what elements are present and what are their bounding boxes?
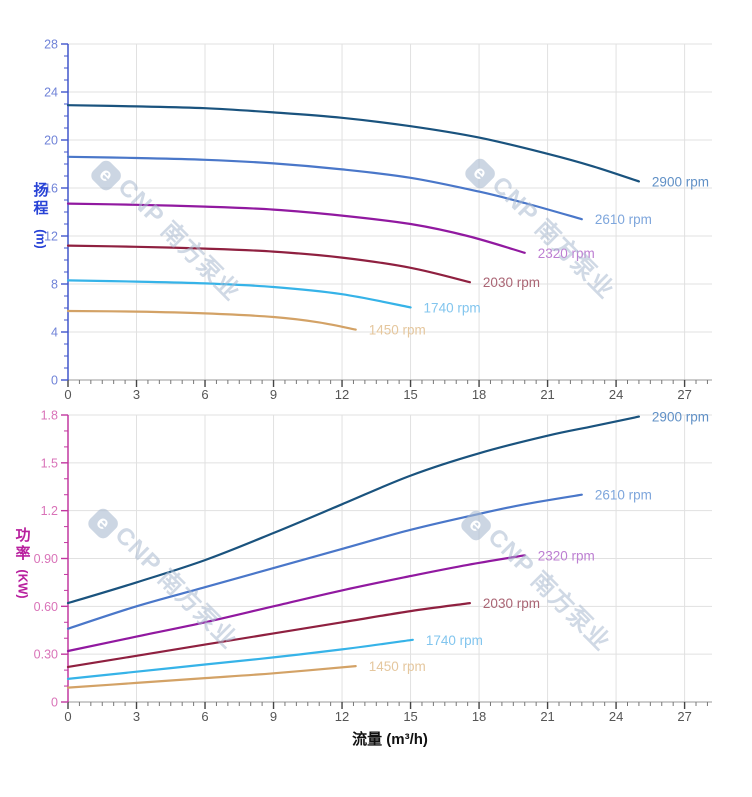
x-tick-label: 15 [403, 387, 417, 402]
x-tick-label: 12 [335, 709, 349, 724]
x-tick-label: 9 [270, 387, 277, 402]
x-tick-label: 9 [270, 709, 277, 724]
curve-label-2900-rpm: 2900 rpm [652, 410, 709, 425]
curve-label-2610-rpm: 2610 rpm [595, 488, 652, 503]
y-tick-label: 0.60 [34, 600, 58, 614]
x-tick-label: 27 [677, 709, 691, 724]
head-y-axis-title: 扬 程 (m) [24, 182, 58, 249]
y-tick-label: 24 [44, 86, 58, 100]
curve-2900-rpm [66, 104, 640, 183]
x-tick-label: 0 [64, 387, 71, 402]
y-tick-label: 28 [44, 38, 58, 52]
power-axis-label-char: 率 [15, 545, 31, 562]
y-tick-label: 0 [51, 696, 58, 710]
x-tick-label: 24 [609, 387, 623, 402]
curve-2030-rpm [66, 244, 471, 284]
x-tick-label: 3 [133, 387, 140, 402]
x-tick-label: 12 [335, 387, 349, 402]
y-tick-label: 4 [51, 326, 58, 340]
power-axis-unit: (KW) [16, 569, 30, 599]
x-tick-label: 27 [677, 387, 691, 402]
curve-1740-rpm [66, 279, 412, 309]
curve-2030-rpm [66, 602, 471, 668]
curve-label-1450-rpm: 1450 rpm [369, 659, 426, 674]
curve-label-2030-rpm: 2030 rpm [483, 596, 540, 611]
curve-1450-rpm [66, 665, 357, 689]
x-axis-title: 流量 (m³/h) [352, 731, 428, 748]
y-tick-label: 0 [51, 374, 58, 388]
x-tick-label: 24 [609, 709, 623, 724]
power-axis-label-char: 功 [15, 527, 31, 544]
curve-label-2320-rpm: 2320 rpm [538, 246, 595, 261]
curve-label-2030-rpm: 2030 rpm [483, 275, 540, 290]
curve-label-2320-rpm: 2320 rpm [538, 548, 595, 563]
y-tick-label: 12 [44, 230, 58, 244]
power-y-axis-title: 功 率 (KW) [6, 527, 40, 599]
y-tick-label: 0.90 [34, 552, 58, 566]
x-tick-label: 3 [133, 709, 140, 724]
x-tick-label: 15 [403, 709, 417, 724]
curve-label-1740-rpm: 1740 rpm [424, 300, 481, 315]
x-tick-label: 6 [201, 709, 208, 724]
x-tick-label: 6 [201, 387, 208, 402]
y-tick-label: 1.8 [41, 409, 58, 423]
curve-label-1450-rpm: 1450 rpm [369, 323, 426, 338]
y-tick-label: 20 [44, 134, 58, 148]
x-tick-label: 18 [472, 709, 486, 724]
x-tick-label: 21 [540, 709, 554, 724]
y-tick-label: 8 [51, 278, 58, 292]
curve-2320-rpm [66, 202, 526, 254]
y-tick-label: 0.30 [34, 648, 58, 662]
curve-1450-rpm [66, 309, 357, 331]
head-axis-unit: (m) [33, 229, 48, 249]
curve-2610-rpm [66, 155, 583, 221]
curve-2900-rpm [66, 415, 640, 605]
head-axis-label-char: 程 [33, 200, 49, 217]
y-tick-label: 1.2 [41, 504, 58, 518]
head-axis-label-char: 扬 [33, 182, 49, 199]
curve-2320-rpm [66, 554, 526, 653]
curve-2610-rpm [66, 493, 583, 630]
x-tick-label: 21 [540, 387, 554, 402]
x-tick-label: 0 [64, 709, 71, 724]
curve-label-1740-rpm: 1740 rpm [426, 633, 483, 648]
curve-label-2610-rpm: 2610 rpm [595, 212, 652, 227]
x-tick-label: 18 [472, 387, 486, 402]
curve-1740-rpm [66, 638, 414, 680]
y-tick-label: 16 [44, 182, 58, 196]
y-tick-label: 1.5 [41, 456, 58, 470]
curve-label-2900-rpm: 2900 rpm [652, 174, 709, 189]
